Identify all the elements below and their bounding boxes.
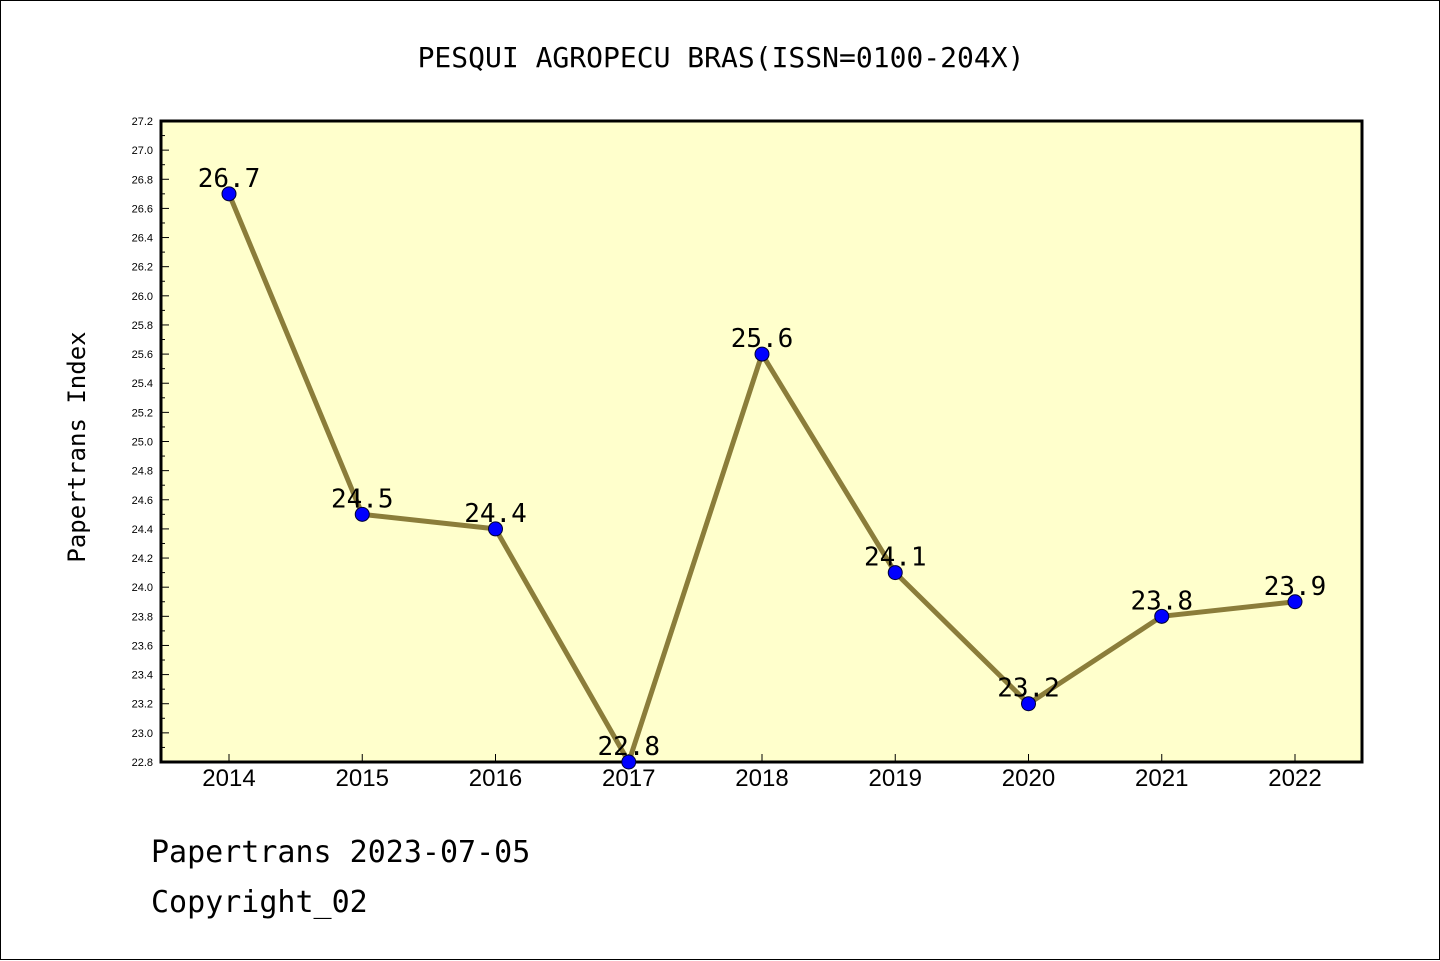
x-tick-label: 2022 [1268, 765, 1321, 792]
y-tick-label: 25.6 [132, 349, 153, 361]
y-tick-label: 26.8 [132, 174, 153, 186]
x-tick-label: 2016 [469, 765, 522, 792]
data-label: 23.2 [997, 674, 1060, 704]
y-tick-label: 25.2 [132, 407, 153, 419]
y-tick-label: 24.2 [132, 553, 153, 565]
y-tick-label: 27.0 [132, 145, 153, 157]
data-label: 22.8 [597, 732, 660, 762]
x-tick-label: 2021 [1135, 765, 1188, 792]
data-point [1154, 608, 1170, 624]
y-tick-label: 24.4 [132, 524, 153, 536]
data-labels: 26.7 24.5 24.4 22.8 25.6 24.1 23.2 23.8 23.9 [198, 164, 1327, 762]
y-tick-label: 26.2 [132, 262, 153, 274]
data-point [1021, 696, 1036, 712]
y-axis-label: Papertrans Index [63, 331, 91, 562]
data-label: 25.6 [731, 324, 794, 354]
footer-date: Papertrans 2023-07-05 [151, 835, 531, 870]
y-tick-label: 24.6 [132, 495, 153, 507]
data-label: 26.7 [198, 164, 261, 194]
footer-copyright: Copyright_02 [151, 885, 368, 920]
y-tick-label: 22.8 [132, 757, 153, 769]
y-tick-label: 23.8 [132, 611, 153, 623]
y-tick-label: 25.8 [132, 320, 153, 332]
y-tick-label: 27.2 [132, 116, 153, 128]
data-point [488, 521, 503, 537]
x-tick-label: 2014 [202, 765, 255, 792]
y-tick-label: 23.6 [132, 640, 153, 652]
plot-area [159, 119, 1364, 764]
data-point [887, 565, 903, 581]
y-tick-label: 25.0 [132, 437, 153, 449]
x-tick-label: 2018 [735, 765, 788, 792]
data-label: 23.8 [1130, 586, 1193, 616]
y-tick-label: 26.6 [132, 203, 153, 215]
x-tick-label: 2020 [1002, 765, 1055, 792]
y-tick-label: 25.4 [132, 378, 153, 390]
data-point [1287, 594, 1303, 610]
x-tick-label: 2015 [336, 765, 389, 792]
y-tick-label: 23.4 [132, 670, 153, 682]
data-label: 24.1 [864, 543, 927, 573]
y-tick-label: 24.8 [132, 466, 153, 478]
data-point [354, 506, 370, 522]
data-markers [221, 186, 1303, 770]
y-tick-label: 24.0 [132, 582, 153, 594]
data-label: 23.9 [1264, 572, 1327, 602]
x-axis-ticks: 2014 2015 2016 2017 2018 2019 2020 2021 2022 [202, 754, 1322, 792]
y-tick-label: 23.0 [132, 728, 153, 740]
chart-title: PESQUI AGROPECU BRAS(ISSN=0100-204X) [418, 41, 1025, 74]
x-tick-label: 2019 [869, 765, 922, 792]
data-label: 24.4 [464, 499, 527, 529]
data-point [621, 754, 637, 770]
data-point [754, 346, 770, 362]
y-axis-ticks: 22.8 23.0 23.2 23.4 23.6 23.8 24.0 24.2 24.4 24.6… [132, 116, 169, 769]
y-tick-label: 23.2 [132, 699, 153, 711]
y-tick-label: 26.4 [132, 233, 153, 245]
y-tick-label: 26.0 [132, 291, 153, 303]
data-label: 24.5 [331, 484, 394, 514]
data-point [221, 186, 237, 202]
